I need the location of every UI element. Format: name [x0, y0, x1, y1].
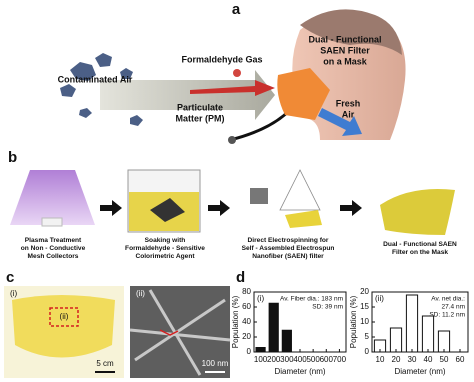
label: Air [342, 109, 355, 119]
hair [300, 9, 402, 55]
panel-label: (ii) [375, 294, 384, 303]
x-tick-label: 200 [267, 355, 281, 364]
label: SAEN Filter [320, 45, 370, 55]
step-label: Colorimetric Agent [135, 253, 195, 260]
annotation: 27.4 nm [442, 304, 466, 311]
process-arrows [100, 200, 362, 216]
filter [380, 189, 455, 235]
y-tick-label: 40 [242, 317, 251, 326]
bar [268, 302, 279, 353]
x-tick-label: 700 [333, 355, 347, 364]
step-label: on Non - Conductive [21, 245, 86, 252]
label: Fresh [336, 98, 361, 108]
label: on a Mask [323, 56, 368, 66]
x-tick-label: 30 [408, 355, 417, 364]
x-tick-label: 400 [293, 355, 307, 364]
step-label: Nanofiber (SAEN) filter [252, 253, 324, 260]
y-tick-label: 5 [365, 332, 370, 341]
annotation: Av. Fiber dia.: 183 nm [280, 296, 343, 303]
pump [250, 188, 268, 204]
label: 100 nm [202, 359, 229, 368]
x-tick-label: 40 [424, 355, 433, 364]
plasma-lamp [10, 170, 95, 225]
step-label: Direct Electrospinning for [248, 237, 329, 244]
step-label: Soaking with [145, 237, 186, 244]
bar [421, 315, 435, 353]
annotation: SD: 11.2 nm [429, 312, 465, 319]
x-tick-label: 60 [456, 355, 465, 364]
y-tick-label: 60 [242, 302, 251, 311]
label: (i) [10, 289, 17, 298]
net-highlight [159, 329, 179, 336]
label: Matter (PM) [176, 113, 225, 123]
bar [405, 294, 419, 353]
mesh [150, 198, 185, 222]
y-axis-label: Population (%) [231, 295, 240, 348]
bar [437, 330, 451, 353]
y-axis-label: Population (%) [349, 295, 358, 348]
x-tick-label: 20 [392, 355, 401, 364]
panel-label: (i) [257, 294, 264, 303]
step-label: Self - Assembled Electrospun [242, 245, 335, 252]
pm-arrow [229, 108, 292, 142]
x-axis-label: Diameter (nm) [274, 367, 325, 376]
annotation: Av. net dia.: [431, 296, 465, 303]
panel-label: c [6, 269, 14, 286]
y-tick-label: 10 [360, 317, 369, 326]
step-label: Mesh Collectors [28, 253, 79, 260]
y-tick-label: 0 [247, 347, 252, 356]
fresh-arrow [318, 108, 362, 136]
bar [389, 327, 403, 353]
x-tick-label: 100 [254, 355, 268, 364]
mesh [41, 217, 63, 227]
label: Contaminated Air [58, 74, 133, 84]
step-label: Formaldehyde - Sensitive [125, 245, 205, 252]
y-tick-label: 15 [360, 302, 369, 311]
annotation: SD: 39 nm [312, 304, 343, 311]
label: 5 cm [96, 359, 114, 368]
label: (ii) [136, 289, 145, 298]
x-tick-label: 50 [440, 355, 449, 364]
step-label: Plasma Treatment [25, 237, 82, 244]
bar [281, 329, 292, 353]
x-tick-label: 500 [306, 355, 320, 364]
y-tick-label: 20 [360, 287, 369, 296]
pm-icon [228, 136, 236, 144]
label: Particulate [177, 102, 223, 112]
step-label: Dual - Functional SAEN [383, 241, 457, 248]
panel-label: d [236, 269, 245, 286]
y-tick-label: 0 [365, 347, 370, 356]
inset-box [49, 307, 79, 327]
spinning-cone [279, 169, 321, 211]
step-label: Filter on the Mask [392, 249, 448, 256]
collector [285, 210, 322, 228]
label: (ii) [60, 312, 69, 321]
panel-label: b [8, 149, 17, 166]
y-tick-label: 20 [242, 332, 251, 341]
x-axis-label: Diameter (nm) [394, 367, 445, 376]
x-tick-label: 10 [376, 355, 385, 364]
gas-icon [233, 69, 241, 77]
x-tick-label: 600 [320, 355, 334, 364]
y-tick-label: 80 [242, 287, 251, 296]
gas-arrow [190, 80, 275, 96]
x-tick-label: 300 [280, 355, 294, 364]
label: Formaldehyde Gas [181, 54, 262, 64]
air-arrow [100, 70, 275, 120]
panel-label: a [232, 1, 241, 18]
label: Dual - Functional [309, 34, 382, 44]
filter-mask [277, 68, 330, 120]
